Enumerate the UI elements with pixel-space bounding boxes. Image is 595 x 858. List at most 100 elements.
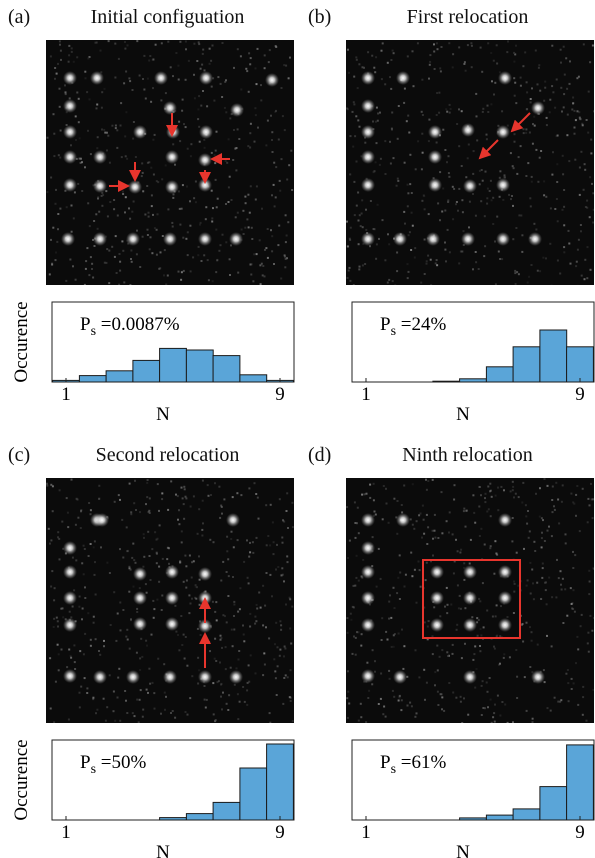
atom-spot — [133, 125, 147, 139]
atom-spot — [63, 565, 77, 579]
atom-spot — [63, 669, 77, 683]
panel-title: Second relocation — [95, 444, 240, 466]
atom-spot — [393, 232, 407, 246]
atom-spot — [93, 670, 107, 684]
atom-spot — [426, 232, 440, 246]
histogram-bar — [485, 366, 514, 383]
atom-spot — [199, 71, 213, 85]
atom-spot — [361, 125, 375, 139]
atom-spot — [463, 670, 477, 684]
panel-b: (b) First relocation 1 9 N Ps =24% — [300, 0, 595, 420]
histogram-bar — [78, 375, 107, 383]
atom-spot — [95, 513, 109, 527]
x-axis-label: N — [456, 404, 470, 420]
panel-label: (d) — [308, 444, 332, 466]
atom-spot — [430, 618, 444, 632]
histogram-bar — [239, 374, 268, 383]
atom-spot — [361, 99, 375, 113]
atom-spot — [163, 101, 177, 115]
panel-c: (c) Second relocation 1 9 N Occurence Ps =50… — [0, 438, 295, 858]
atom-spot — [361, 178, 375, 192]
atom-spot — [265, 73, 279, 87]
atom-spot — [463, 565, 477, 579]
atom-spot — [498, 565, 512, 579]
y-axis-label: Occurence — [11, 301, 32, 382]
atom-spot — [61, 232, 75, 246]
atom-spot — [463, 179, 477, 193]
atom-spot — [361, 232, 375, 246]
histogram-bar — [566, 744, 594, 821]
histogram-bar — [459, 817, 487, 821]
atom-spot — [361, 150, 375, 164]
atom-spot — [498, 618, 512, 632]
atom-spot — [198, 232, 212, 246]
atom-spot — [361, 513, 375, 527]
target-region-box — [422, 559, 521, 639]
atom-spot — [496, 125, 510, 139]
success-probability: Ps =0.0087% — [80, 314, 180, 339]
histogram-bar — [485, 814, 514, 821]
panel-label: (b) — [308, 6, 332, 28]
fluorescence-image — [46, 478, 294, 723]
atom-spot — [396, 71, 410, 85]
atom-spot — [230, 103, 244, 117]
atom-spot — [428, 125, 442, 139]
panel-title: Initial configuation — [90, 6, 245, 28]
atom-spot — [165, 617, 179, 631]
atom-spot — [126, 232, 140, 246]
atom-spot — [461, 123, 475, 137]
atom-spot — [430, 565, 444, 579]
atom-spot — [63, 125, 77, 139]
atom-spot — [496, 232, 510, 246]
histogram-bar — [185, 349, 214, 383]
atom-spot — [198, 153, 212, 167]
x-axis-label: N — [456, 842, 470, 858]
histogram-bar — [266, 743, 294, 821]
histogram-bar — [539, 329, 568, 383]
noise-speckle — [46, 40, 294, 285]
histogram-bar — [159, 817, 187, 821]
histogram-bar — [212, 801, 241, 821]
atom-spot — [165, 591, 179, 605]
atom-spot — [361, 591, 375, 605]
atom-spot — [226, 513, 240, 527]
atom-spot — [361, 618, 375, 632]
atom-spot — [428, 150, 442, 164]
panel-d: (d) Ninth relocation 1 9 N Ps =61% — [300, 438, 595, 858]
success-probability: Ps =50% — [80, 752, 146, 777]
histogram-bar — [105, 370, 134, 383]
relocation-arrow — [478, 139, 499, 160]
atom-spot — [63, 150, 77, 164]
fluorescence-image — [346, 40, 594, 285]
atom-spot — [198, 670, 212, 684]
atom-spot — [165, 565, 179, 579]
atom-spot — [93, 179, 107, 193]
atom-spot — [361, 565, 375, 579]
x-tick-label-max: 9 — [275, 822, 285, 843]
atom-spot — [496, 178, 510, 192]
atom-spot — [63, 71, 77, 85]
histogram-bar — [432, 380, 461, 383]
atom-spot — [498, 71, 512, 85]
atom-spot — [198, 619, 212, 633]
histogram-bar — [212, 355, 241, 383]
success-probability: Ps =24% — [380, 314, 446, 339]
histogram-bar — [512, 346, 541, 383]
atom-spot — [361, 541, 375, 555]
x-axis-label: N — [156, 404, 170, 420]
atom-spot — [361, 71, 375, 85]
noise-speckle — [346, 40, 594, 285]
histogram-bar — [539, 786, 568, 821]
atom-spot — [229, 670, 243, 684]
fluorescence-image — [346, 478, 594, 723]
panel-a: (a) Initial configuation 1 9 N Occurence Ps … — [0, 0, 295, 420]
atom-spot — [63, 618, 77, 632]
x-tick-label-max: 9 — [575, 822, 585, 843]
x-tick-label-min: 1 — [361, 384, 371, 405]
panel-title: First relocation — [406, 6, 529, 28]
histogram-bar — [512, 808, 541, 821]
atom-spot — [531, 101, 545, 115]
x-tick-label-min: 1 — [61, 822, 71, 843]
atom-spot — [528, 232, 542, 246]
atom-spot — [163, 670, 177, 684]
